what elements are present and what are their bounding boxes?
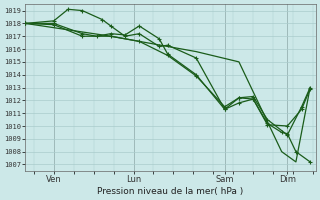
X-axis label: Pression niveau de la mer( hPa ): Pression niveau de la mer( hPa )	[98, 187, 244, 196]
